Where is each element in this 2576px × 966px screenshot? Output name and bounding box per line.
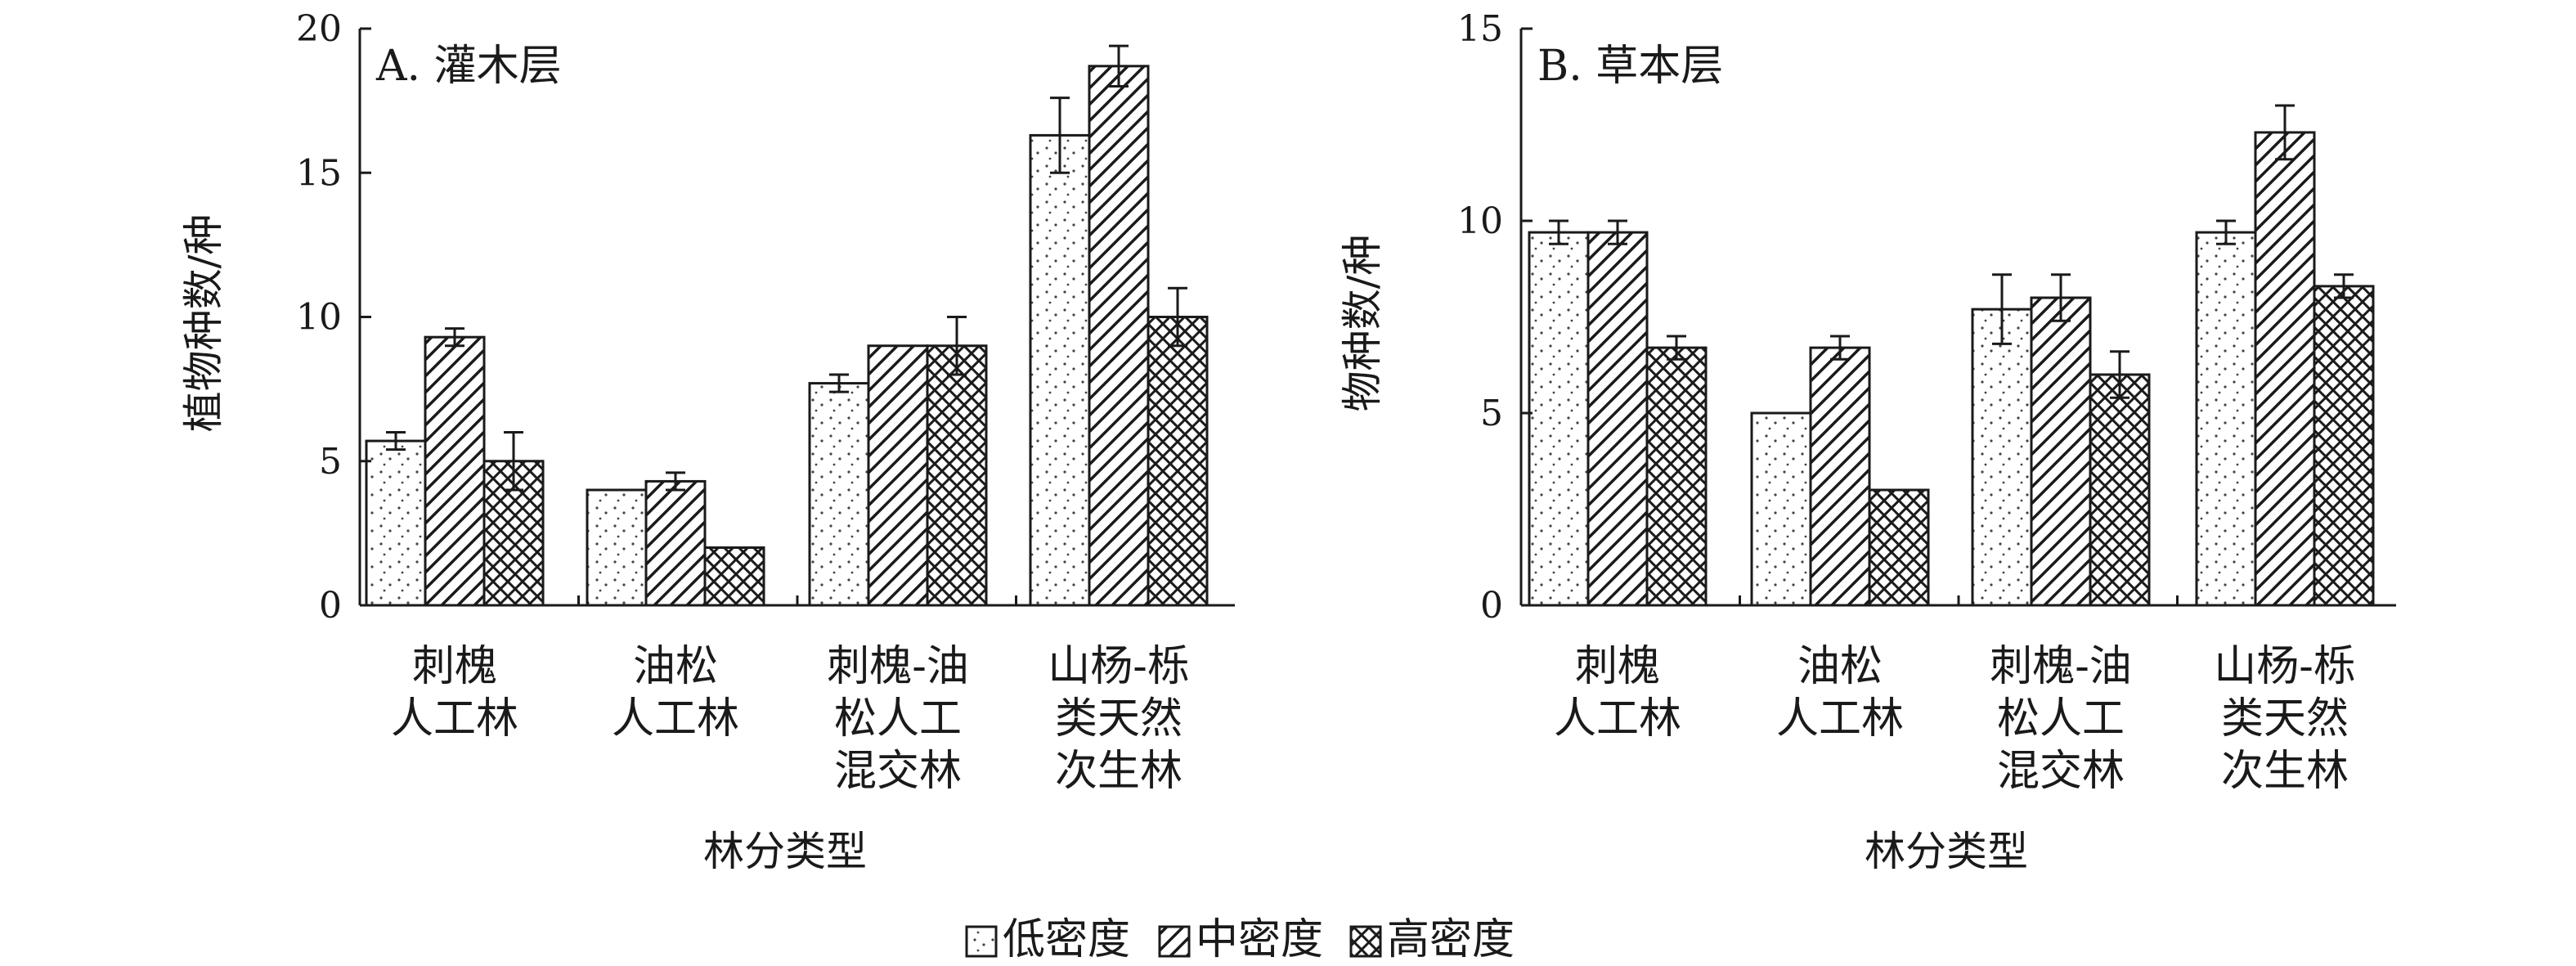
category-label-line: 次生林 xyxy=(2221,747,2349,796)
category-label-line: 人工林 xyxy=(612,694,739,744)
bar-b-s1-c1 xyxy=(1809,346,1871,607)
category-label-line: 人工林 xyxy=(1554,694,1681,744)
errorbar-b-s1-c1 xyxy=(1830,335,1850,361)
bar-a-s1-c3 xyxy=(1088,65,1150,607)
y-tick-label-b-3: 15 xyxy=(1457,8,1503,50)
category-label-line: 松人工 xyxy=(1997,694,2125,744)
bar-a-s0-c1 xyxy=(586,488,648,607)
errorbar-a-s0-c0 xyxy=(386,431,406,452)
bar-b-s2-c3 xyxy=(2313,285,2375,607)
y-tick-label-a-4: 20 xyxy=(296,8,342,50)
category-label-line: 混交林 xyxy=(834,747,962,796)
panel-a-ylabel: 植物种数/种 xyxy=(180,214,227,433)
category-label-line: 混交林 xyxy=(1997,747,2125,796)
panel-b-label: B. 草本层 xyxy=(1537,42,1723,91)
errorbar-a-s1-c1 xyxy=(666,471,685,492)
y-tick-label-b-1: 5 xyxy=(1480,393,1503,434)
legend-label-mid: 中密度 xyxy=(1196,915,1323,964)
errorbar-b-s2-c3 xyxy=(2334,273,2354,299)
y-tick-label-b-2: 10 xyxy=(1457,200,1503,242)
errorbar-b-s0-c2 xyxy=(1992,273,2012,345)
category-label-line: 刺槐-油 xyxy=(1990,642,2132,691)
errorbar-b-s0-c3 xyxy=(2216,219,2236,245)
category-label-line: 松人工 xyxy=(834,694,962,744)
legend-label-low: 低密度 xyxy=(1003,915,1130,964)
legend-swatch-low xyxy=(965,925,998,958)
category-label-line: 山杨-栎 xyxy=(1048,642,1190,691)
category-label-line: 刺槐-油 xyxy=(827,642,969,691)
category-label-line: 次生林 xyxy=(1055,747,1183,796)
errorbar-a-s0-c2 xyxy=(829,373,849,393)
bar-a-s2-c3 xyxy=(1147,316,1209,607)
errorbar-b-s1-c0 xyxy=(1608,219,1627,245)
category-label-line: 油松 xyxy=(633,642,718,691)
errorbar-b-s1-c3 xyxy=(2275,104,2295,161)
panel-a-label: A. 灌木层 xyxy=(375,42,562,91)
category-label-line: 刺槐 xyxy=(412,642,497,691)
errorbar-b-s2-c0 xyxy=(1667,335,1686,361)
bar-a-s0-c0 xyxy=(365,439,427,607)
errorbar-a-s2-c2 xyxy=(947,316,967,376)
y-tick-label-a-2: 10 xyxy=(296,297,342,339)
bar-b-s0-c1 xyxy=(1750,411,1812,607)
errorbar-a-s1-c0 xyxy=(445,327,464,348)
bar-a-s1-c1 xyxy=(644,479,707,607)
bar-a-s2-c2 xyxy=(926,344,988,607)
legend-swatch-mid xyxy=(1158,925,1191,958)
bar-b-s2-c2 xyxy=(2089,373,2151,607)
bar-b-s0-c3 xyxy=(2195,231,2257,607)
errorbar-a-s2-c3 xyxy=(1168,286,1187,348)
errorbar-a-s1-c3 xyxy=(1109,44,1129,88)
legend: 低密度 中密度 高密度 xyxy=(965,915,1515,964)
category-label-line: 油松 xyxy=(1797,642,1883,691)
panel-b-xlabel: 林分类型 xyxy=(1865,828,2028,875)
category-label-line: 人工林 xyxy=(391,694,518,744)
panel-a-xlabel: 林分类型 xyxy=(703,828,867,875)
bar-b-s0-c0 xyxy=(1528,231,1590,607)
y-tick-label-a-1: 5 xyxy=(319,441,342,483)
y-tick-label-a-0: 0 xyxy=(319,585,342,627)
category-label-line: 刺槐 xyxy=(1575,642,1660,691)
bar-b-s2-c0 xyxy=(1645,346,1708,607)
errorbar-b-s2-c2 xyxy=(2110,350,2129,399)
bar-b-s0-c2 xyxy=(1971,308,2033,607)
bar-b-s1-c0 xyxy=(1586,231,1649,607)
bar-b-s1-c2 xyxy=(2030,296,2092,607)
errorbar-a-s2-c0 xyxy=(504,431,523,492)
errorbar-a-s0-c3 xyxy=(1050,97,1070,174)
bar-a-s2-c1 xyxy=(703,546,765,607)
bar-a-s0-c2 xyxy=(808,382,870,607)
bar-a-s1-c0 xyxy=(424,335,486,607)
bar-b-s2-c1 xyxy=(1868,488,1930,607)
legend-label-high: 高密度 xyxy=(1387,915,1515,964)
category-label-line: 类天然 xyxy=(2221,694,2349,744)
category-label-line: 山杨-栎 xyxy=(2214,642,2356,691)
y-tick-label-b-0: 0 xyxy=(1480,585,1503,627)
category-label-line: 类天然 xyxy=(1055,694,1183,744)
errorbar-b-s0-c0 xyxy=(1549,219,1568,245)
category-label-line: 人工林 xyxy=(1776,694,1904,744)
bar-b-s1-c3 xyxy=(2254,131,2316,607)
y-tick-label-a-3: 15 xyxy=(296,152,342,194)
bar-a-s1-c2 xyxy=(867,344,929,607)
bar-a-s0-c3 xyxy=(1029,133,1091,607)
panel-b-ylabel: 物种数/种 xyxy=(1339,235,1386,412)
errorbar-b-s1-c2 xyxy=(2051,273,2071,322)
legend-swatch-high xyxy=(1349,925,1382,958)
